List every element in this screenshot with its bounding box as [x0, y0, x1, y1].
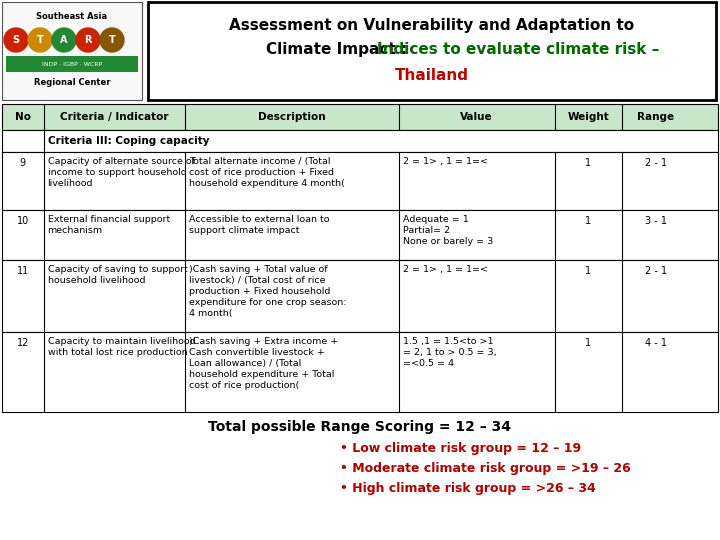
Circle shape [100, 28, 124, 52]
Text: Regional Center: Regional Center [34, 78, 110, 87]
Text: )Cash saving + Total value of
livestock) / (Total cost of rice
production + Fixe: )Cash saving + Total value of livestock)… [189, 265, 347, 319]
Bar [148, 2, 716, 100]
Text: Value: Value [460, 112, 493, 122]
Text: Total possible Range Scoring = 12 – 34: Total possible Range Scoring = 12 – 34 [209, 420, 511, 434]
Text: 10: 10 [17, 216, 29, 226]
Text: 2 - 1: 2 - 1 [644, 158, 667, 168]
Text: 2 = 1> , 1 = 1=<: 2 = 1> , 1 = 1=< [402, 265, 487, 274]
Text: 2 - 1: 2 - 1 [644, 266, 667, 276]
Text: 1: 1 [585, 266, 591, 276]
Text: Thailand: Thailand [395, 68, 469, 83]
Circle shape [28, 28, 52, 52]
Text: External financial support
mechanism: External financial support mechanism [48, 215, 170, 235]
Text: 1.5 ,1 = 1.5<to >1
= 2, 1 to > 0.5 = 3,
=<0.5 = 4: 1.5 ,1 = 1.5<to >1 = 2, 1 to > 0.5 = 3, … [402, 337, 496, 368]
Text: Capacity of saving to support
household livelihood: Capacity of saving to support household … [48, 265, 187, 285]
Text: T: T [109, 35, 115, 45]
Text: R: R [84, 35, 91, 45]
Bar [2, 152, 718, 210]
Text: Indices to evaluate climate risk –: Indices to evaluate climate risk – [377, 42, 659, 57]
Text: 3 - 1: 3 - 1 [644, 216, 667, 226]
Text: 12: 12 [17, 338, 29, 348]
Bar [2, 130, 718, 152]
Text: 1: 1 [585, 158, 591, 168]
Text: S: S [12, 35, 19, 45]
Bar [2, 332, 718, 412]
Text: Total alternate income / (Total
cost of rice production + Fixed
household expend: Total alternate income / (Total cost of … [189, 157, 345, 188]
Text: Description: Description [258, 112, 325, 122]
Text: Capacity of alternate source of
income to support household
livelihood: Capacity of alternate source of income t… [48, 157, 194, 188]
Text: • High climate risk group = >26 – 34: • High climate risk group = >26 – 34 [340, 482, 595, 495]
Text: 4 - 1: 4 - 1 [644, 338, 667, 348]
Text: Capacity to maintain livelihood
with total lost rice production: Capacity to maintain livelihood with tot… [48, 337, 195, 357]
Text: )Cash saving + Extra income +
Cash convertible livestock +
Loan allowance) / (To: )Cash saving + Extra income + Cash conve… [189, 337, 338, 390]
Circle shape [52, 28, 76, 52]
Text: Criteria III: Coping capacity: Criteria III: Coping capacity [48, 136, 209, 146]
Circle shape [76, 28, 100, 52]
Text: Climate Impact : Indices to evaluate climate risk –: Climate Impact : Indices to evaluate cli… [217, 42, 647, 57]
Text: 2 = 1> , 1 = 1=<: 2 = 1> , 1 = 1=< [402, 157, 487, 166]
Text: Southeast Asia: Southeast Asia [37, 12, 107, 21]
Text: T: T [37, 35, 43, 45]
Text: INDP · IGBP · WCRP: INDP · IGBP · WCRP [42, 62, 102, 66]
Text: Climate Impact :: Climate Impact : [266, 42, 413, 57]
Text: No: No [15, 112, 31, 122]
Text: Accessible to external loan to
support climate impact: Accessible to external loan to support c… [189, 215, 330, 235]
Bar [2, 210, 718, 260]
Text: Range: Range [637, 112, 674, 122]
Text: 9: 9 [19, 158, 26, 168]
Bar [2, 2, 142, 100]
Text: 11: 11 [17, 266, 29, 276]
Text: 1: 1 [585, 338, 591, 348]
Bar [6, 56, 138, 72]
Text: • Low climate risk group = 12 – 19: • Low climate risk group = 12 – 19 [340, 442, 581, 455]
Text: 1: 1 [585, 216, 591, 226]
Text: Weight: Weight [567, 112, 609, 122]
Text: Criteria / Indicator: Criteria / Indicator [60, 112, 168, 122]
Text: A: A [60, 35, 68, 45]
Text: Adequate = 1
Partial= 2
None or barely = 3: Adequate = 1 Partial= 2 None or barely =… [402, 215, 493, 246]
Text: Assessment on Vulnerability and Adaptation to: Assessment on Vulnerability and Adaptati… [230, 18, 634, 33]
Bar [2, 104, 718, 130]
Circle shape [4, 28, 28, 52]
Text: • Moderate climate risk group = >19 – 26: • Moderate climate risk group = >19 – 26 [340, 462, 631, 475]
Bar [2, 260, 718, 332]
